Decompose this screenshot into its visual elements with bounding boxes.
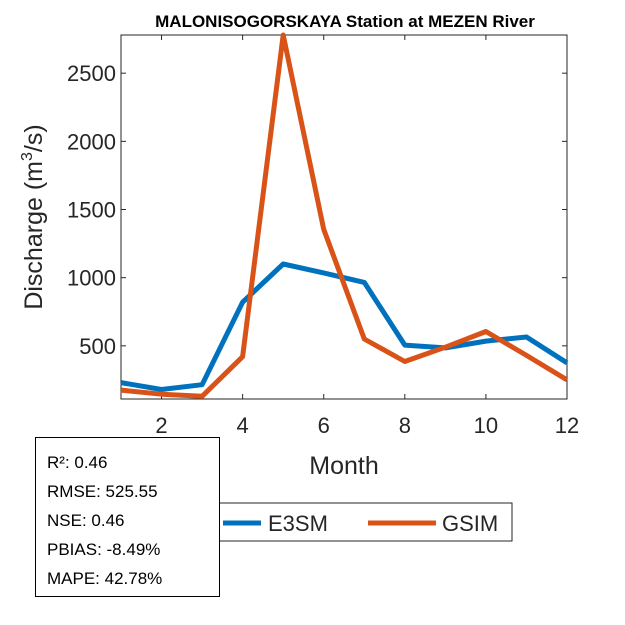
legend-label-e3sm: E3SM xyxy=(268,511,328,536)
legend-box xyxy=(212,502,513,542)
stat-mape: MAPE: 42.78% xyxy=(47,569,163,588)
x-tick-label: 2 xyxy=(155,413,167,438)
y-axis-label: Discharge (m3/s) xyxy=(19,124,48,309)
x-tick-label: 8 xyxy=(399,413,411,438)
y-tick-label: 2500 xyxy=(67,61,116,86)
x-tick-label: 4 xyxy=(237,413,249,438)
legend: E3SM GSIM xyxy=(212,502,513,542)
y-tick-label: 1000 xyxy=(67,266,116,291)
series-line-gsim xyxy=(120,32,569,399)
stats-box: R²: 0.46 RMSE: 525.55 NSE: 0.46 PBIAS: -… xyxy=(35,437,220,597)
series-lines xyxy=(120,32,569,399)
x-tick-label: 6 xyxy=(318,413,330,438)
x-tick-label: 10 xyxy=(474,413,498,438)
stat-nse: NSE: 0.46 xyxy=(47,511,125,530)
y-axis: 500 1000 1500 2000 2500 xyxy=(67,61,567,359)
stat-rmse: RMSE: 525.55 xyxy=(47,482,158,501)
x-axis-label: Month xyxy=(309,452,378,480)
chart-title: MALONISOGORSKAYA Station at MEZEN River xyxy=(155,12,535,31)
stat-pbias: PBIAS: -8.49% xyxy=(47,540,161,559)
y-tick-label: 500 xyxy=(79,334,116,359)
x-axis: 2 4 6 8 10 12 xyxy=(155,35,579,438)
plot-frame xyxy=(120,34,568,400)
x-tick-label: 12 xyxy=(555,413,579,438)
y-tick-label: 2000 xyxy=(67,129,116,154)
legend-label-gsim: GSIM xyxy=(442,511,498,536)
y-tick-label: 1500 xyxy=(67,198,116,223)
stat-r2: R²: 0.46 xyxy=(47,453,108,472)
